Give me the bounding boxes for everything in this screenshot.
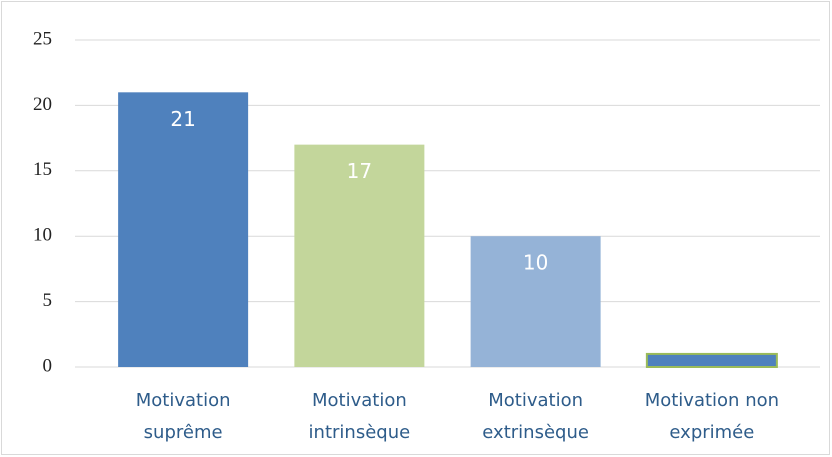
bar <box>645 352 778 369</box>
x-tick-label: Motivation suprême <box>136 390 231 443</box>
x-tick-label: Motivation extrinsèque <box>482 390 589 443</box>
y-tick-label: 20 <box>33 94 52 115</box>
y-tick-label: 10 <box>33 225 52 246</box>
x-tick-label: Motivation intrinsèque <box>309 390 411 443</box>
data-label: 17 <box>347 159 372 183</box>
y-tick-label: 15 <box>33 159 52 180</box>
y-tick-label: 0 <box>43 355 53 376</box>
data-label: 1 <box>706 368 719 392</box>
bar <box>118 92 249 367</box>
data-label: 10 <box>523 251 548 275</box>
x-tick-label: Motivation non exprimée <box>645 390 779 443</box>
data-label: 21 <box>170 107 195 131</box>
y-tick-label: 25 <box>33 28 52 49</box>
bar <box>470 236 601 367</box>
y-tick-label: 5 <box>43 290 53 311</box>
bar <box>294 144 425 367</box>
